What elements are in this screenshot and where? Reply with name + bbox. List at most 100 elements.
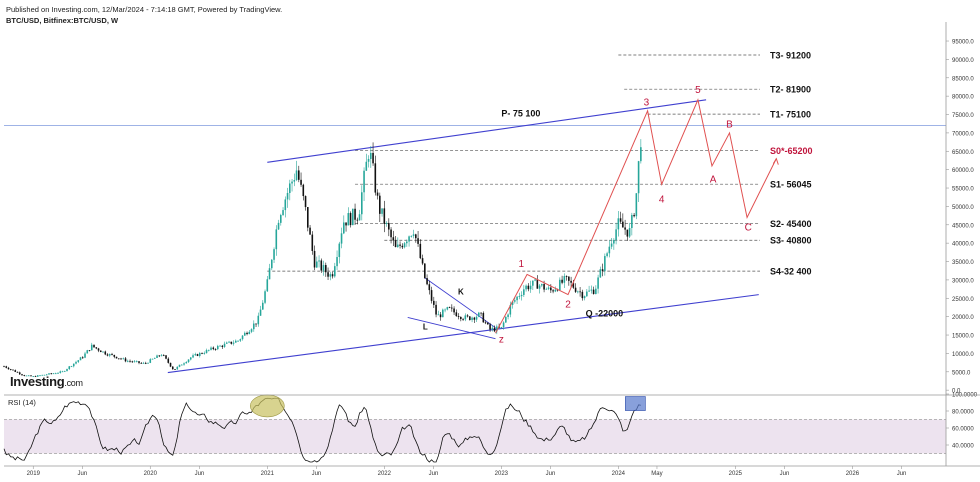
candle-body bbox=[595, 288, 597, 294]
candle-body bbox=[444, 309, 446, 311]
candle-body bbox=[282, 210, 284, 216]
candle-body bbox=[239, 339, 242, 341]
candle-body bbox=[361, 192, 363, 215]
candle-body bbox=[626, 229, 629, 237]
candle-body bbox=[588, 290, 590, 292]
candle-body bbox=[415, 234, 417, 239]
candle-body bbox=[633, 214, 635, 217]
candle-body bbox=[232, 342, 235, 344]
candle-body bbox=[18, 372, 21, 375]
candle-body bbox=[356, 219, 359, 221]
candle-body bbox=[388, 222, 390, 230]
candle-body bbox=[322, 265, 325, 271]
rsi-tick-label: 100.0000 bbox=[952, 393, 978, 399]
x-tick-label: 2023 bbox=[495, 471, 509, 477]
candle-body bbox=[223, 343, 226, 347]
level-label: T2- 81900 bbox=[770, 85, 811, 95]
candle-body bbox=[365, 161, 368, 171]
candle-body bbox=[469, 316, 471, 321]
candle-body bbox=[608, 246, 611, 254]
candle-body bbox=[97, 348, 100, 351]
candle-body bbox=[493, 327, 496, 332]
candle-body bbox=[520, 294, 523, 297]
candle-body bbox=[261, 302, 264, 310]
y-tick-label: 10000.0 bbox=[952, 352, 974, 358]
candle-body bbox=[12, 369, 14, 371]
candle-body bbox=[61, 371, 64, 373]
candle-body bbox=[270, 259, 273, 269]
candle-body bbox=[448, 307, 451, 308]
candle-body bbox=[462, 319, 464, 320]
candle-body bbox=[579, 291, 581, 293]
candle-body bbox=[491, 327, 494, 330]
candle-body bbox=[243, 332, 246, 336]
candle-body bbox=[149, 359, 152, 363]
candle-body bbox=[293, 180, 296, 182]
candle-body bbox=[403, 243, 406, 248]
candle-body bbox=[207, 349, 210, 351]
candle-body bbox=[543, 284, 545, 290]
candle-body bbox=[397, 244, 399, 248]
candle-body bbox=[554, 289, 557, 292]
candle-body bbox=[572, 282, 575, 288]
candle-body bbox=[66, 369, 68, 371]
candle-body bbox=[471, 317, 473, 321]
candle-body bbox=[538, 285, 541, 289]
candle-body bbox=[171, 366, 174, 370]
candle-body bbox=[496, 326, 498, 332]
wave-label: C bbox=[745, 222, 752, 233]
candle-body bbox=[437, 314, 440, 316]
candle-body bbox=[153, 357, 156, 359]
investing-logo: Investing.com bbox=[10, 374, 83, 389]
candle-body bbox=[516, 296, 518, 301]
candle-body bbox=[430, 290, 433, 301]
candle-body bbox=[131, 361, 134, 363]
candle-body bbox=[106, 354, 109, 356]
candle-body bbox=[622, 221, 624, 228]
elliott-wave-path bbox=[495, 98, 777, 334]
candle-body bbox=[284, 199, 287, 211]
candle-body bbox=[604, 256, 606, 271]
candle-body bbox=[273, 249, 275, 260]
candle-body bbox=[340, 233, 343, 244]
candle-body bbox=[259, 309, 262, 316]
rsi-overbought-ellipse bbox=[249, 394, 285, 418]
candle-body bbox=[138, 361, 140, 363]
candle-body bbox=[16, 371, 19, 373]
candle-body bbox=[424, 263, 426, 279]
y-tick-label: 30000.0 bbox=[952, 278, 974, 284]
candle-body bbox=[446, 307, 449, 310]
candle-body bbox=[401, 245, 404, 248]
candle-body bbox=[117, 358, 120, 360]
candle-body bbox=[525, 285, 527, 290]
candle-body bbox=[99, 350, 102, 353]
x-tick-label: 2022 bbox=[378, 471, 392, 477]
candle-body bbox=[302, 184, 305, 197]
candle-body bbox=[624, 227, 626, 230]
y-tick-label: 15000.0 bbox=[952, 334, 974, 340]
candle-body bbox=[628, 228, 631, 237]
candle-body bbox=[482, 312, 485, 323]
wave-label: z bbox=[499, 334, 504, 345]
candle-body bbox=[124, 358, 127, 362]
candle-body bbox=[527, 285, 530, 290]
level-label: S4-32 400 bbox=[770, 267, 812, 277]
pattern-label: L bbox=[423, 323, 428, 332]
candle-body bbox=[306, 207, 309, 228]
candle-body bbox=[120, 358, 122, 360]
x-tick-label: Jun bbox=[897, 471, 907, 477]
candle-body bbox=[30, 375, 32, 377]
candle-body bbox=[142, 362, 145, 364]
channel-label: P- 75 100 bbox=[501, 108, 540, 118]
level-label: S0*-65200 bbox=[770, 146, 813, 156]
candle-body bbox=[70, 366, 73, 368]
x-tick-label: Jun bbox=[780, 471, 790, 477]
candle-body bbox=[295, 170, 298, 181]
candle-body bbox=[327, 272, 329, 277]
candle-body bbox=[93, 344, 95, 348]
candle-body bbox=[167, 358, 170, 363]
candle-body bbox=[507, 314, 509, 318]
candle-body bbox=[385, 222, 388, 224]
candle-body bbox=[210, 347, 212, 350]
candle-body bbox=[304, 196, 307, 208]
